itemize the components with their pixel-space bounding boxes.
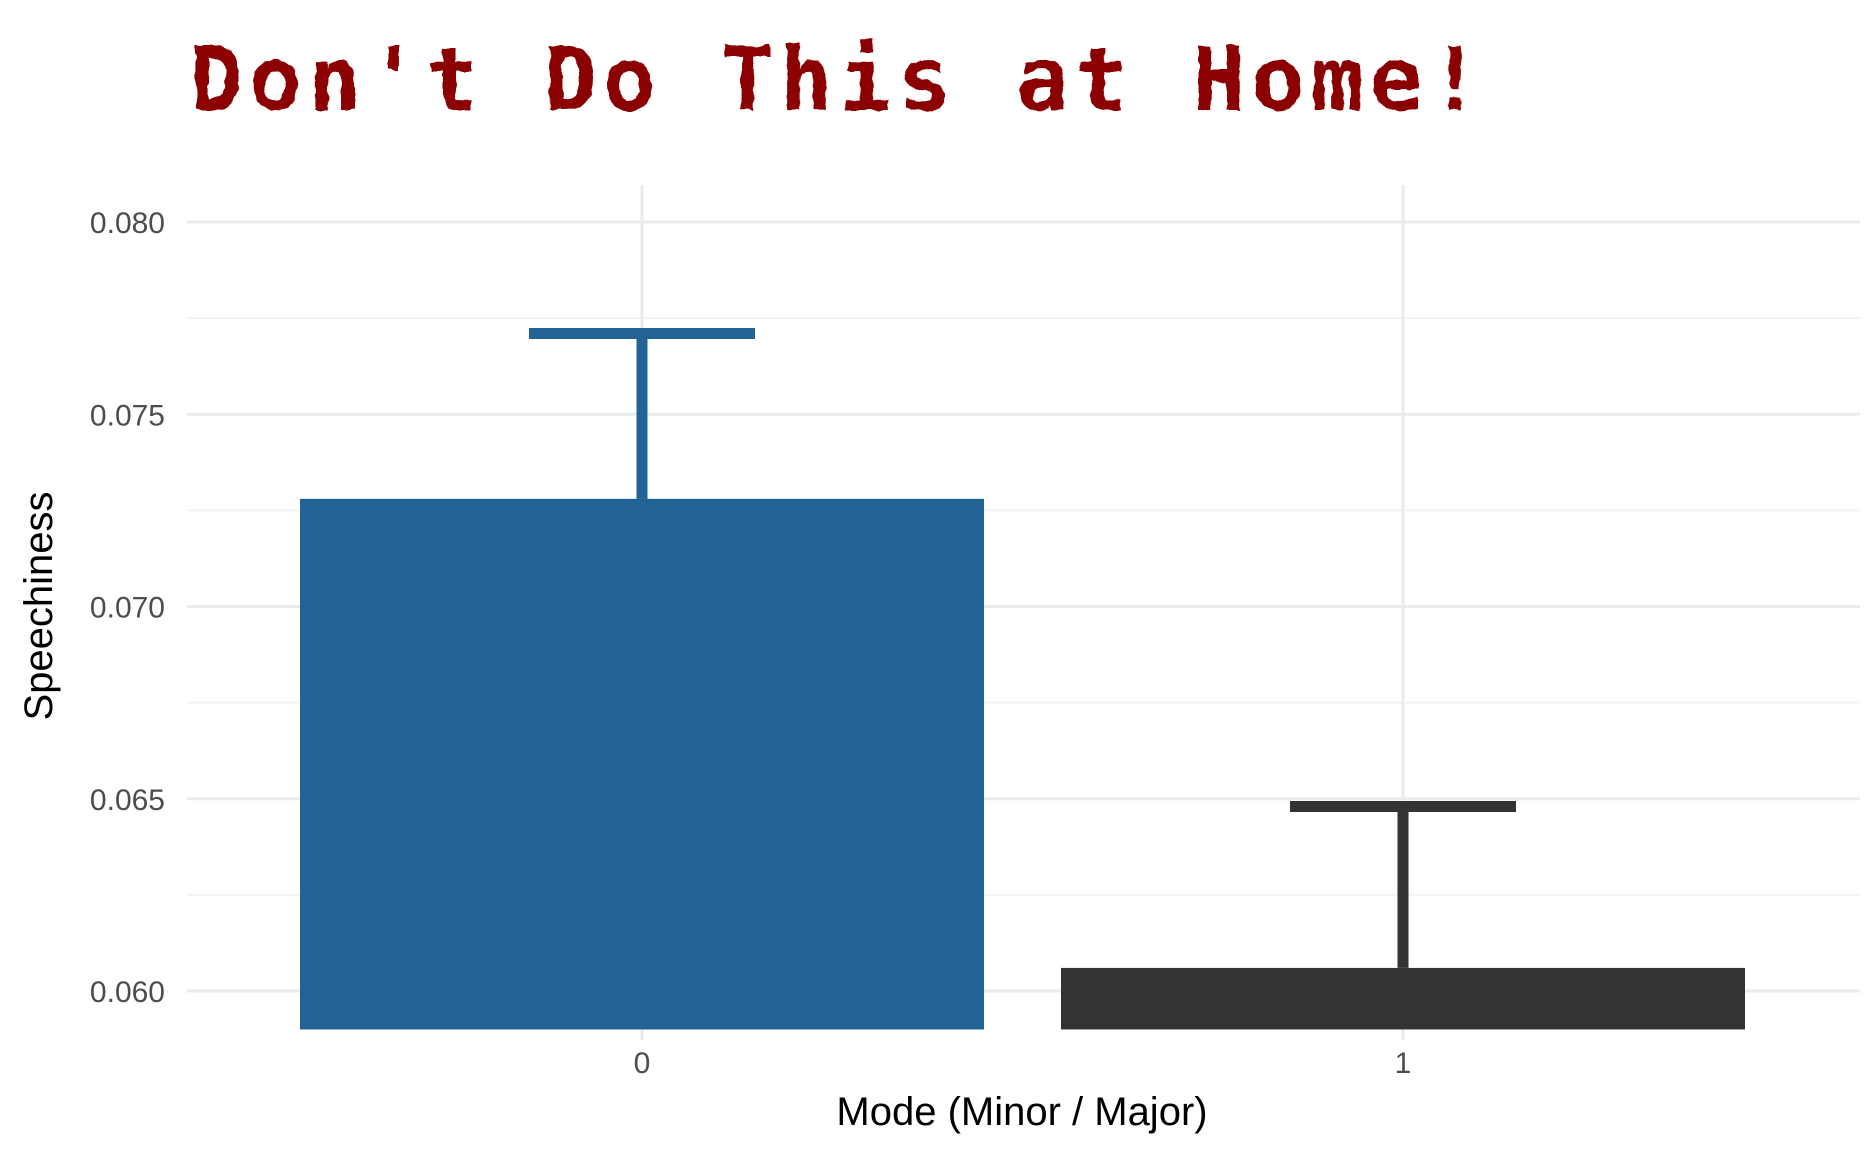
y-axis-ticks: 0.060 0.065 0.070 0.075 0.080 — [90, 207, 165, 1009]
y-tick-label: 0.070 — [90, 592, 165, 625]
y-tick-label: 0.075 — [90, 399, 165, 432]
y-tick-label: 0.065 — [90, 784, 165, 817]
y-tick-label: 0.080 — [90, 207, 165, 240]
y-axis-title: Speechiness — [17, 491, 61, 720]
y-tick-label: 0.060 — [90, 976, 165, 1009]
x-tick-label: 1 — [1395, 1047, 1412, 1080]
x-axis-title: Mode (Minor / Major) — [836, 1090, 1207, 1134]
bars — [300, 498, 1745, 1030]
bar-mode-0 — [300, 498, 984, 1030]
x-tick-label: 0 — [634, 1047, 651, 1080]
chart-title: Don't Do This at Home! — [190, 28, 1488, 131]
bar-mode-1 — [1061, 967, 1745, 1030]
error-bars — [529, 328, 1516, 968]
